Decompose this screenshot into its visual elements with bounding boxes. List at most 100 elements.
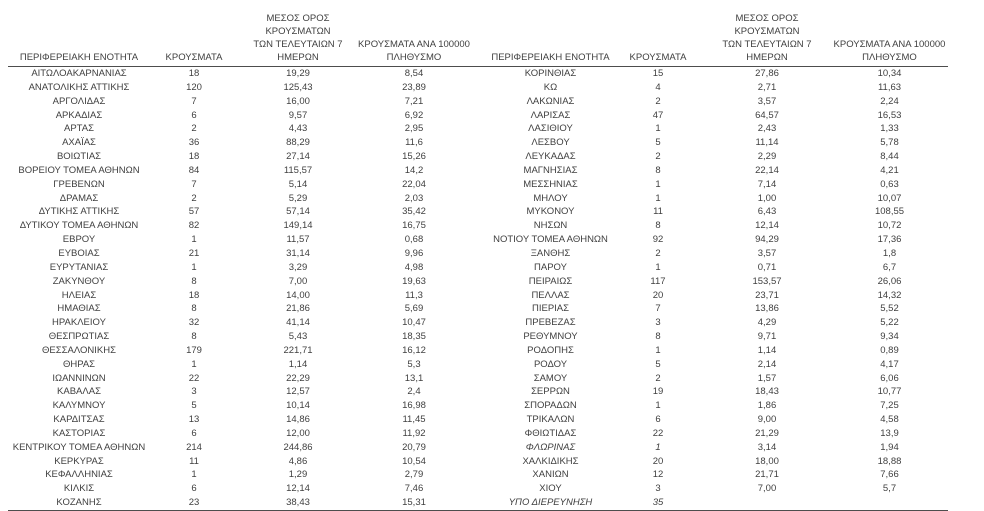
left-cases-cell: 22 bbox=[188, 372, 200, 384]
right-region-cell: ΚΩ bbox=[543, 81, 558, 93]
right-per-100k-cell: 6,06 bbox=[880, 372, 899, 384]
left-avg-7d-cell: 5,43 bbox=[288, 331, 308, 343]
right-cases-cell: 1 bbox=[655, 400, 661, 412]
left-cases-cell: 1 bbox=[191, 358, 197, 370]
right-cases-cell: 2 bbox=[655, 372, 661, 384]
right-cases-cell: 1 bbox=[655, 261, 661, 273]
right-region-cell: ΠΙΕΡΙΑΣ bbox=[531, 303, 570, 315]
table-row: ΒΟΡΕΙΟΥ ΤΟΜΕΑ ΑΘΗΝΩΝ 84 115,57 14,2 ΜΑΓΝΗΣΙΑ… bbox=[8, 164, 948, 178]
row-gap bbox=[470, 192, 488, 206]
right-cases-header: ΚΡΟΥΣΜΑΤΑ bbox=[613, 12, 703, 67]
right-region-cell: ΣΑΜΟΥ bbox=[533, 372, 568, 384]
right-per-100k-cell: 1,8 bbox=[882, 247, 897, 259]
right-avg-7d-cell: 2,14 bbox=[757, 358, 777, 370]
right-avg-7d-cell: 23,71 bbox=[755, 289, 779, 301]
right-avg-7d-cell: 0,71 bbox=[757, 261, 777, 273]
left-per-100k-cell: 18,35 bbox=[402, 331, 426, 343]
table-row: ΑΝΑΤΟΛΙΚΗΣ ΑΤΤΙΚΗΣ 120 125,43 23,89 ΚΩ 4 2,71 1… bbox=[8, 81, 948, 95]
table-row: ΕΥΡΥΤΑΝΙΑΣ 1 3,29 4,98 ΠΑΡΟΥ 1 0,71 6,7 bbox=[8, 261, 948, 275]
right-cases-cell: 19 bbox=[652, 386, 664, 398]
row-gap bbox=[470, 109, 488, 123]
left-per100k-header: ΚΡΟΥΣΜΑΤΑ ΑΝΑ 100000 ΠΛΗΘΥΣΜΟ bbox=[358, 12, 470, 67]
row-gap bbox=[470, 455, 488, 469]
left-cases-cell: 6 bbox=[191, 109, 197, 121]
right-cases-cell: 3 bbox=[655, 317, 661, 329]
table-row: ΓΡΕΒΕΝΩΝ 7 5,14 22,04 ΜΕΣΣΗΝΙΑΣ 1 7,14 0,63 bbox=[8, 178, 948, 192]
left-region-cell: ΖΑΚΥΝΘΟΥ bbox=[52, 275, 106, 287]
left-region-cell: ΕΥΡΥΤΑΝΙΑΣ bbox=[49, 261, 109, 273]
left-cases-cell: 11 bbox=[189, 455, 199, 467]
left-per-100k-cell: 20,79 bbox=[402, 441, 426, 453]
row-gap bbox=[470, 358, 488, 372]
row-gap bbox=[470, 399, 488, 413]
left-cases-cell: 3 bbox=[191, 386, 197, 398]
left-avg-7d-cell: 12,57 bbox=[286, 386, 310, 398]
left-region-cell: ΑΡΓΟΛΙΔΑΣ bbox=[52, 95, 106, 107]
right-per-100k-cell: 0,89 bbox=[880, 344, 899, 356]
right-avg-7d-cell: 7,14 bbox=[757, 178, 777, 190]
right-cases-cell: 5 bbox=[655, 358, 661, 370]
left-avg-7d-cell: 11,57 bbox=[286, 234, 310, 246]
left-avg-7d-cell: 16,00 bbox=[286, 95, 310, 107]
right-avg7d-header: ΜΕΣΟΣ ΟΡΟΣ ΚΡΟΥΣΜΑΤΩΝ ΤΩΝ ΤΕΛΕΥΤΑΙΩΝ 7 Η… bbox=[703, 12, 831, 67]
right-cases-cell: 2 bbox=[655, 151, 661, 163]
right-avg-7d-cell: 94,29 bbox=[755, 234, 779, 246]
left-region-cell: ΚΑΡΔΙΤΣΑΣ bbox=[53, 414, 105, 426]
table-row: ΚΑΛΥΜΝΟΥ 5 10,14 16,98 ΣΠΟΡΑΔΩΝ 1 1,86 7,25 bbox=[8, 399, 948, 413]
right-per-100k-cell: 5,22 bbox=[880, 317, 899, 329]
left-region-cell: ΔΥΤΙΚΟΥ ΤΟΜΕΑ ΑΘΗΝΩΝ bbox=[19, 220, 139, 232]
left-per-100k-cell: 6,92 bbox=[404, 109, 424, 121]
left-avg-7d-cell: 12,14 bbox=[286, 483, 310, 495]
right-avg-7d-cell: 7,00 bbox=[757, 483, 777, 495]
row-gap bbox=[470, 178, 488, 192]
left-avg-7d-cell: 41,14 bbox=[286, 317, 310, 329]
row-gap bbox=[470, 427, 488, 441]
row-gap bbox=[470, 289, 488, 303]
right-per-100k-cell: 17,36 bbox=[877, 234, 902, 246]
right-per-100k-cell: 4,21 bbox=[880, 164, 899, 176]
header-gap bbox=[470, 12, 488, 67]
right-region-cell: ΦΛΩΡΙΝΑΣ bbox=[525, 441, 576, 453]
row-gap bbox=[470, 261, 488, 275]
row-gap bbox=[470, 316, 488, 330]
right-cases-cell: 15 bbox=[652, 68, 664, 79]
left-avg-7d-cell: 1,29 bbox=[288, 469, 308, 481]
right-per-100k-cell: 7,66 bbox=[880, 469, 899, 481]
right-avg-7d-cell: 2,71 bbox=[757, 81, 777, 93]
right-region-cell: ΣΕΡΡΩΝ bbox=[531, 386, 570, 398]
right-per-100k-cell: 2,24 bbox=[880, 95, 899, 107]
row-gap bbox=[470, 441, 488, 455]
left-per-100k-cell: 23,89 bbox=[402, 81, 426, 93]
right-region-cell: ΜΑΓΝΗΣΙΑΣ bbox=[523, 164, 578, 176]
left-region-cell: ΓΡΕΒΕΝΩΝ bbox=[53, 178, 105, 190]
left-avg-7d-cell: 22,29 bbox=[286, 372, 310, 384]
right-region-cell: ΡΟΔΟΠΗΣ bbox=[527, 344, 574, 356]
right-cases-cell: 8 bbox=[655, 220, 661, 232]
right-avg-7d-cell: 12,14 bbox=[755, 220, 779, 232]
row-gap bbox=[470, 385, 488, 399]
left-cases-cell: 8 bbox=[191, 275, 197, 287]
table-row: ΑΙΤΩΛΟΑΚΑΡΝΑΝΙΑΣ 18 19,29 8,54 ΚΟΡΙΝΘΙΑΣ 15 27… bbox=[8, 67, 948, 81]
right-per-100k-cell: 11,63 bbox=[877, 81, 902, 93]
right-cases-cell: 1 bbox=[655, 178, 661, 190]
right-region-cell: ΞΑΝΘΗΣ bbox=[530, 247, 571, 259]
right-region-cell: ΜΥΚΟΝΟΥ bbox=[526, 206, 575, 218]
table-row: ΚΕΝΤΡΙΚΟΥ ΤΟΜΕΑ ΑΘΗΝΩΝ 214 244,86 20,79 ΦΛΩΡ… bbox=[8, 441, 948, 455]
left-avg-7d-cell: 7,00 bbox=[288, 275, 308, 287]
left-region-cell: ΗΡΑΚΛΕΙΟΥ bbox=[52, 317, 106, 329]
right-region-cell: ΠΕΛΛΑΣ bbox=[531, 289, 570, 301]
left-per-100k-cell: 4,98 bbox=[404, 261, 424, 273]
table-row: ΗΜΑΘΙΑΣ 8 21,86 5,69 ΠΙΕΡΙΑΣ 7 13,86 5,52 bbox=[8, 302, 948, 316]
left-avg-7d-cell: 244,86 bbox=[283, 441, 313, 453]
left-region-cell: ΒΟΡΕΙΟΥ ΤΟΜΕΑ ΑΘΗΝΩΝ bbox=[18, 164, 140, 176]
left-region-cell: ΑΙΤΩΛΟΑΚΑΡΝΑΝΙΑΣ bbox=[31, 68, 127, 79]
left-avg-7d-cell: 10,14 bbox=[286, 400, 310, 412]
right-avg-7d-cell: 3,14 bbox=[757, 441, 777, 453]
table-header: ΠΕΡΙΦΕΡΕΙΑΚΗ ΕΝΟΤΗΤΑ ΚΡΟΥΣΜΑΤΑ ΜΕΣΟΣ ΟΡΟ… bbox=[8, 12, 948, 67]
row-gap bbox=[470, 372, 488, 386]
right-avg-7d-cell: 2,29 bbox=[757, 151, 777, 163]
table-row: ΖΑΚΥΝΘΟΥ 8 7,00 19,63 ΠΕΙΡΑΙΩΣ 117 153,57 26,06 bbox=[8, 275, 948, 289]
right-per-100k-cell: 14,32 bbox=[877, 289, 902, 301]
left-cases-cell: 36 bbox=[188, 137, 200, 149]
left-cases-cell: 2 bbox=[191, 123, 197, 135]
